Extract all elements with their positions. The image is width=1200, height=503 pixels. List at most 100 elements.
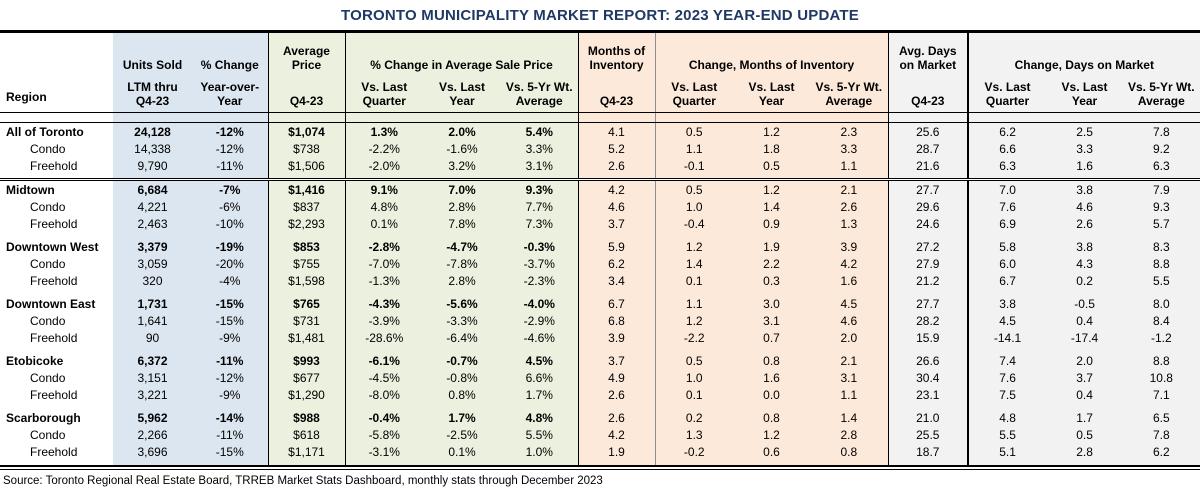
value-cell: -11% xyxy=(192,157,268,174)
value-cell: 1.2 xyxy=(654,238,734,255)
value-cell: 1.0% xyxy=(501,443,579,460)
value-cell: 4.3 xyxy=(1046,255,1124,272)
value-cell: -4.6% xyxy=(501,329,579,346)
region-cell: Downtown East xyxy=(6,296,96,311)
value-cell: 25.5 xyxy=(887,426,969,443)
value-cell: -0.7% xyxy=(423,352,501,369)
value-cell: $1,074 xyxy=(267,122,345,140)
spacer-cell xyxy=(423,346,501,352)
spacer-cell xyxy=(501,174,579,181)
value-cell: $993 xyxy=(267,352,345,369)
value-cell: 2.0% xyxy=(423,122,501,140)
value-cell: 0.2 xyxy=(1046,272,1124,289)
avg-price-subheader: Q4-23 xyxy=(267,80,345,113)
spacer-cell xyxy=(1046,289,1124,295)
spacer-row xyxy=(0,346,1200,352)
value-cell: 3.9 xyxy=(577,329,656,346)
value-cell: 0.2 xyxy=(654,409,734,426)
region-cell: Freehold xyxy=(30,387,78,402)
spacer-cell xyxy=(654,232,734,238)
value-cell: -7% xyxy=(192,179,268,198)
value-cell: 9.3% xyxy=(501,179,579,198)
value-cell: 0.5 xyxy=(654,179,734,198)
value-cell: 2.6 xyxy=(1046,215,1124,232)
spacer-cell xyxy=(113,289,192,295)
spacer-cell xyxy=(1123,112,1200,123)
value-cell: -6.1% xyxy=(344,352,423,369)
value-cell: 3.2% xyxy=(423,157,501,174)
value-cell: 29.6 xyxy=(887,198,969,215)
price-vs-last-quarter-subheader: Vs. Last Quarter xyxy=(344,80,423,113)
spacer-cell xyxy=(267,174,345,181)
value-cell: 1.2 xyxy=(733,179,811,198)
spacer-cell xyxy=(267,403,345,409)
months-inventory-header: Months of Inventory xyxy=(577,33,656,80)
value-cell: 27.9 xyxy=(887,255,969,272)
region-cell: Freehold xyxy=(30,216,78,231)
spacer-cell xyxy=(113,460,192,465)
spacer-cell xyxy=(577,112,656,123)
value-cell: -0.1 xyxy=(654,157,734,174)
value-cell: 0.5 xyxy=(733,157,811,174)
value-cell: $1,171 xyxy=(267,443,345,460)
value-cell: 6.6 xyxy=(967,140,1047,157)
value-cell: $738 xyxy=(267,140,345,157)
table-row: Freehold 90 -9% $1,481 -28.6% -6.4% -4.6% 3.9 -2… xyxy=(0,329,1200,346)
value-cell: 6.3 xyxy=(1123,157,1200,174)
value-cell: $755 xyxy=(267,255,345,272)
value-cell: 6.8 xyxy=(577,312,656,329)
value-cell: 5.8 xyxy=(967,238,1047,255)
spacer-cell xyxy=(887,174,969,181)
value-cell: -7.0% xyxy=(344,255,423,272)
value-cell: 6.2 xyxy=(577,255,656,272)
table-bottom-divider xyxy=(0,465,1200,470)
value-cell: -15% xyxy=(192,443,268,460)
value-cell: 5.4% xyxy=(501,122,579,140)
table-row: Condo 4,221 -6% $837 4.8% 2.8% 7.7% 4.6 1.0 1.4 2.… xyxy=(0,198,1200,215)
value-cell: 0.9 xyxy=(733,215,811,232)
value-cell: 27.2 xyxy=(887,238,969,255)
value-cell: 320 xyxy=(113,272,192,289)
spacer-cell xyxy=(733,174,811,181)
spacer-cell xyxy=(501,112,579,123)
value-cell: 5.9 xyxy=(577,238,656,255)
region-cell: Freehold xyxy=(30,444,78,459)
value-cell: 0.5 xyxy=(654,352,734,369)
value-cell: $677 xyxy=(267,369,345,386)
value-cell: 0.8 xyxy=(733,352,811,369)
value-cell: -1.2 xyxy=(1123,329,1200,346)
table-row: Freehold 9,790 -11% $1,506 -2.0% 3.2% 3.1% 2.6-… xyxy=(0,157,1200,174)
source-note: Source: Toronto Regional Real Estate Boa… xyxy=(3,475,603,487)
value-cell: 4.6 xyxy=(577,198,656,215)
spacer-cell xyxy=(423,460,501,465)
value-cell: $853 xyxy=(267,238,345,255)
spacer-cell xyxy=(577,403,656,409)
spacer-cell xyxy=(267,460,345,465)
table-row: Midtown 6,684 -7% $1,416 9.1% 7.0% 9.3% 4.2 0.5 1… xyxy=(0,179,1200,198)
region-cell: Condo xyxy=(30,141,66,156)
value-cell: -12% xyxy=(192,122,268,140)
spacer-cell xyxy=(577,174,656,181)
value-cell: -8.0% xyxy=(344,386,423,403)
table-row: All of Toronto 24,128 -12% $1,074 1.3% 2.0% 5.… xyxy=(0,122,1200,140)
value-cell: -3.9% xyxy=(344,312,423,329)
value-cell: 3.1% xyxy=(501,157,579,174)
value-cell: 0.1 xyxy=(654,386,734,403)
value-cell: 15.9 xyxy=(887,329,969,346)
value-cell: 4,221 xyxy=(113,198,192,215)
region-cell: Freehold xyxy=(30,158,78,173)
value-cell: 7.6 xyxy=(967,369,1047,386)
value-cell: 0.1 xyxy=(654,272,734,289)
value-cell: 1.1 xyxy=(810,386,889,403)
value-cell: 3.0 xyxy=(733,295,811,312)
value-cell: 0.6 xyxy=(733,443,811,460)
spacer-cell xyxy=(192,403,268,409)
table-row: Downtown East 1,731 -15% $765 -4.3% -5.6% -4.0… xyxy=(0,295,1200,312)
value-cell: 6.9 xyxy=(967,215,1047,232)
value-cell: 90 xyxy=(113,329,192,346)
value-cell: 3.3% xyxy=(501,140,579,157)
spacer-cell xyxy=(887,403,969,409)
value-cell: -7.8% xyxy=(423,255,501,272)
region-cell: Condo xyxy=(30,370,66,385)
value-cell: 6.5 xyxy=(1123,409,1200,426)
